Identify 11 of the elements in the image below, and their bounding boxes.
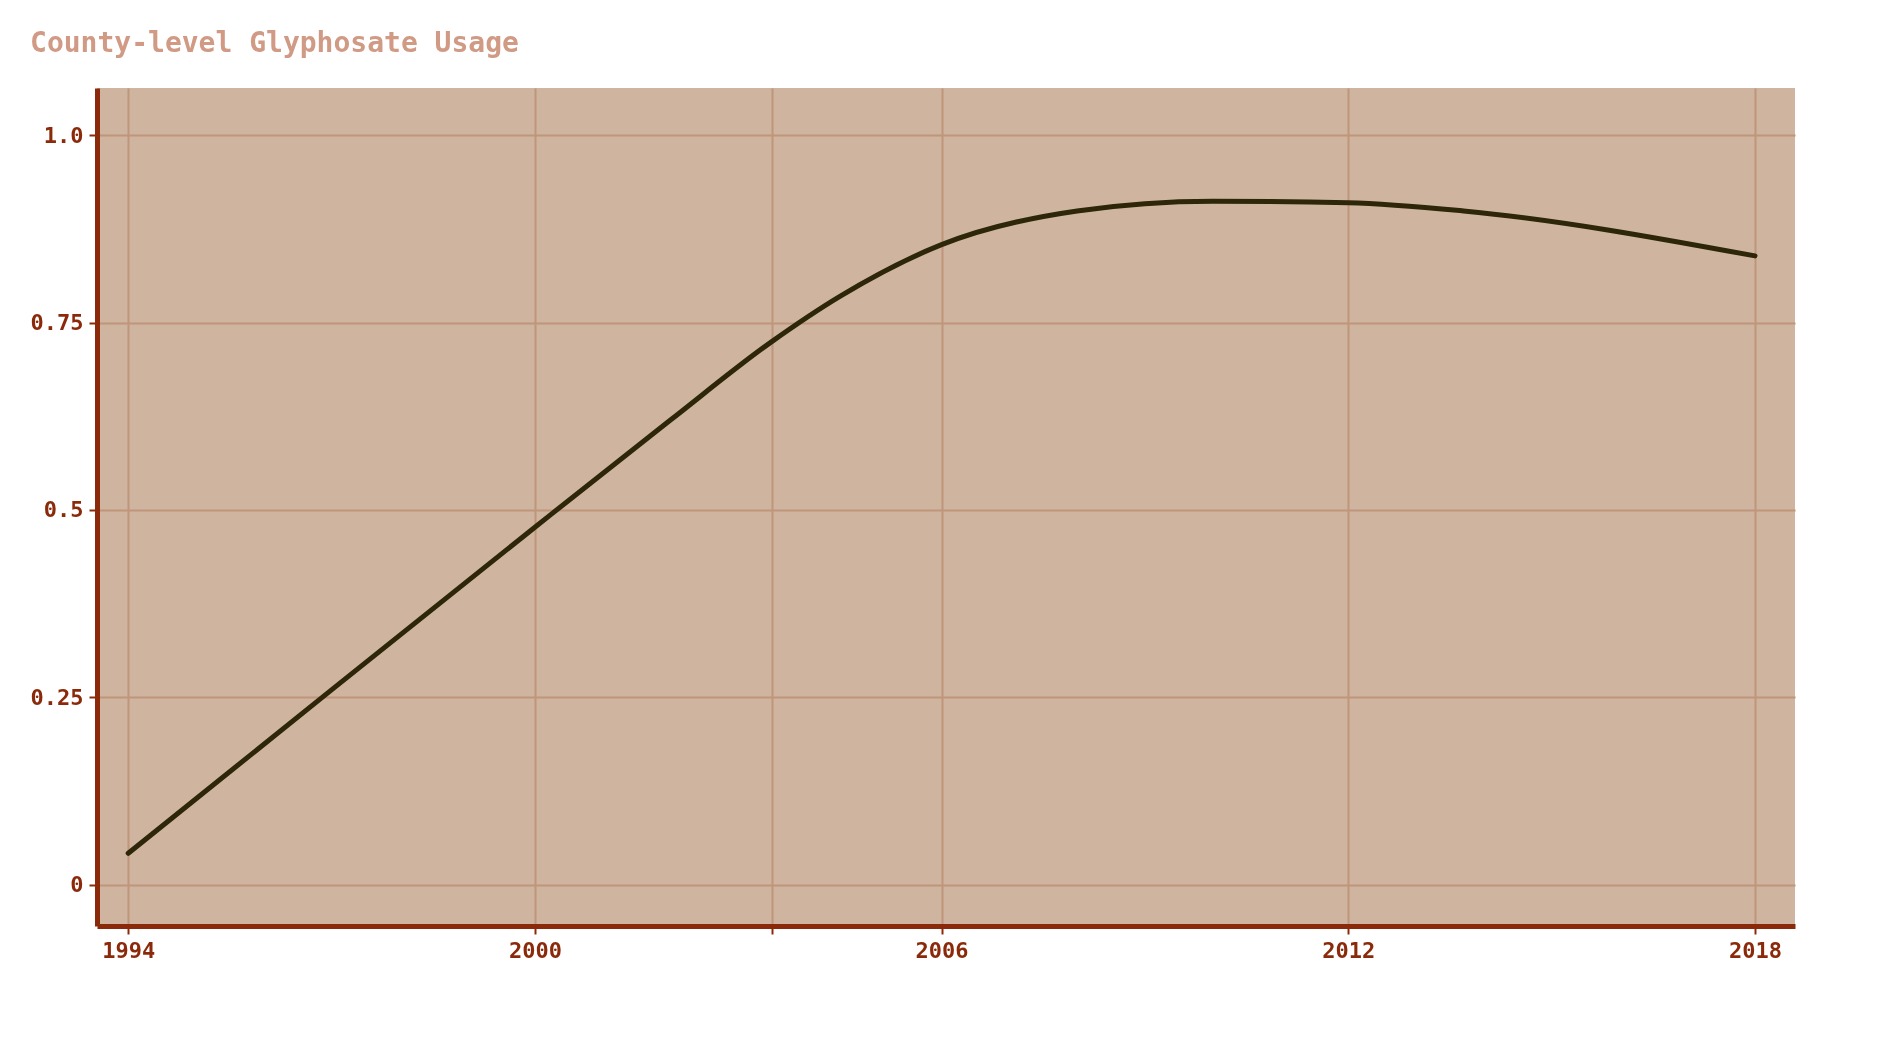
y-tick-label: 0 [70, 872, 84, 898]
y-tick-label: 0.5 [43, 497, 84, 523]
y-tick-label: 0.75 [30, 310, 84, 336]
y-tick-label: 1.0 [43, 122, 84, 148]
x-tick-label: 1994 [102, 937, 156, 963]
y-tick-label: 0.25 [30, 684, 84, 710]
x-tick-label: 2018 [1729, 937, 1782, 963]
x-tick-label: 2006 [915, 937, 969, 963]
chart-title: County-level Glyphosate Usage [30, 26, 519, 59]
x-tick-label: 2012 [1322, 937, 1376, 963]
x-tick-label: 2000 [508, 937, 562, 963]
